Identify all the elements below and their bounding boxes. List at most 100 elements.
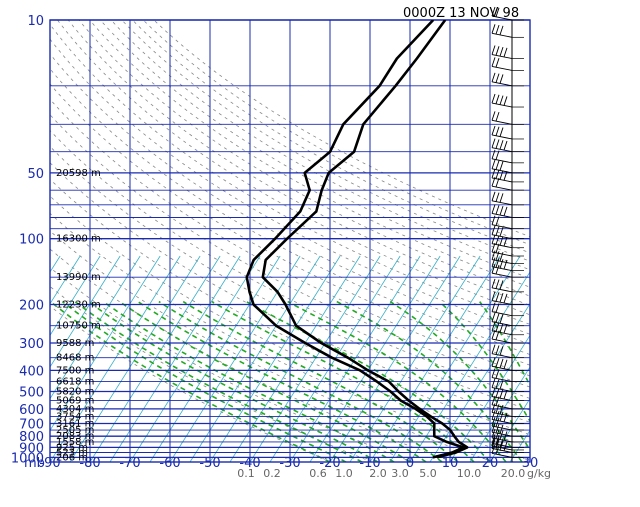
mixing-ratio-label: 20.0	[501, 467, 526, 480]
wind-barb	[491, 168, 524, 183]
wind-barb-flag	[491, 125, 496, 136]
height-label: 523 m	[56, 447, 88, 458]
wind-barb-flag	[499, 440, 504, 451]
wind-barb	[491, 368, 524, 382]
skewed-isotherm	[209, 255, 341, 462]
wind-barb-staff	[491, 158, 513, 164]
skewed-isotherm	[0, 256, 20, 462]
wind-barb-flag	[495, 126, 500, 136]
wind-barb	[491, 278, 524, 293]
wind-barb-flag	[499, 424, 504, 434]
skewed-isotherm	[449, 334, 530, 462]
temperature-tick-label: 30	[522, 456, 539, 471]
wind-barb-staff	[491, 102, 513, 108]
wind-barb-flag	[495, 24, 500, 35]
height-label: 8468 m	[56, 353, 94, 364]
wind-barb-flag	[503, 47, 508, 58]
wind-barb-flag	[491, 215, 496, 225]
skewed-isotherm	[489, 397, 530, 462]
wind-barb	[491, 257, 524, 272]
wind-barb-staff	[491, 134, 513, 140]
wind-barb-flag	[491, 428, 496, 439]
dry-adiabat	[89, 20, 530, 288]
height-label: 3161 m	[56, 418, 94, 429]
dry-adiabat	[78, 20, 530, 297]
wind-barb-flag	[503, 431, 508, 441]
temperature-trace	[261, 20, 469, 459]
wind-barb-flag	[499, 46, 504, 57]
height-label: 2505 m	[56, 425, 94, 436]
wind-barb-flag	[495, 429, 500, 439]
wind-barb-flag	[495, 243, 500, 253]
wind-barb-flag	[503, 293, 508, 304]
wind-barb-flag	[495, 94, 500, 104]
wind-barb-staff	[491, 437, 513, 443]
wind-barb-staff	[491, 452, 513, 458]
skewed-isotherm	[249, 255, 381, 462]
height-label: 925 m	[56, 442, 88, 453]
mixing-ratio-label: 5.0	[419, 467, 437, 480]
wind-barb-flag	[499, 236, 504, 246]
mixing-ratio-label: 2.0	[369, 467, 387, 480]
wind-barb	[491, 125, 524, 140]
temperature-tick-label: -80	[79, 456, 100, 471]
wind-barb-staff	[491, 224, 513, 230]
dry-adiabat	[110, 20, 530, 271]
height-label: 13990 m	[56, 272, 101, 283]
wind-barb-flag	[491, 423, 496, 433]
wind-barb-flag	[491, 444, 496, 454]
wind-barb-staff	[491, 272, 513, 278]
wind-barb-flag	[499, 379, 504, 390]
wind-barb-flag	[503, 140, 508, 151]
wind-barb	[491, 72, 524, 87]
wind-barb	[491, 387, 524, 402]
pressure-tick-label: 900	[19, 441, 44, 456]
wind-barb-flag	[491, 191, 496, 201]
dry-adiabat	[50, 145, 530, 411]
temperature-tick-label: -70	[119, 456, 140, 471]
wind-barb	[491, 138, 524, 153]
dry-adiabat	[50, 53, 530, 345]
wind-barb-flag	[491, 111, 496, 121]
wind-barb	[491, 439, 524, 453]
wind-barb-flag	[491, 387, 496, 397]
wind-barb-flag	[495, 169, 500, 179]
wind-barb-flag	[491, 312, 496, 322]
wind-barb-flag	[491, 6, 496, 17]
skewed-isotherm	[50, 255, 81, 305]
wind-barb-flag	[495, 322, 500, 332]
wind-barb-staff	[491, 396, 513, 402]
wind-barb-flag	[495, 251, 500, 261]
dry-adiabat	[50, 212, 530, 461]
wind-barb-flag	[499, 161, 504, 171]
moist-adiabat	[336, 300, 523, 462]
height-label: 4304 m	[56, 404, 94, 415]
height-label: 5820 m	[56, 387, 94, 398]
pressure-tick-label: 400	[19, 364, 44, 379]
wind-barb-flag	[499, 170, 504, 180]
skewed-isotherm	[469, 366, 530, 462]
wind-barb-flag	[499, 346, 504, 356]
wind-barb-flag	[499, 95, 504, 105]
wind-barb-flag	[495, 226, 500, 236]
wind-barb	[491, 302, 524, 317]
wind-barb	[491, 357, 524, 371]
wind-barb	[491, 410, 524, 424]
wind-barb-flag	[495, 177, 500, 188]
wind-barb-flag	[499, 140, 504, 150]
temperature-tick-label: -10	[359, 456, 380, 471]
height-label: 2083 m	[56, 431, 94, 442]
wind-barb-staff	[491, 32, 513, 38]
height-label: 3754 m	[56, 411, 94, 422]
temperature-tick-label: -90	[39, 456, 60, 471]
wind-barb-staff	[491, 168, 513, 174]
wind-barb-flag	[503, 171, 508, 181]
height-label: 206 m	[56, 452, 88, 463]
mixing-ratio-label: 0.1	[237, 467, 255, 480]
grid	[49, 19, 531, 463]
wind-barb-flag	[491, 410, 496, 420]
wind-barb-flag	[491, 204, 496, 214]
wind-barb-flag	[495, 46, 500, 56]
wind-barb-flag	[495, 73, 500, 83]
wind-barb-flag	[503, 96, 508, 106]
